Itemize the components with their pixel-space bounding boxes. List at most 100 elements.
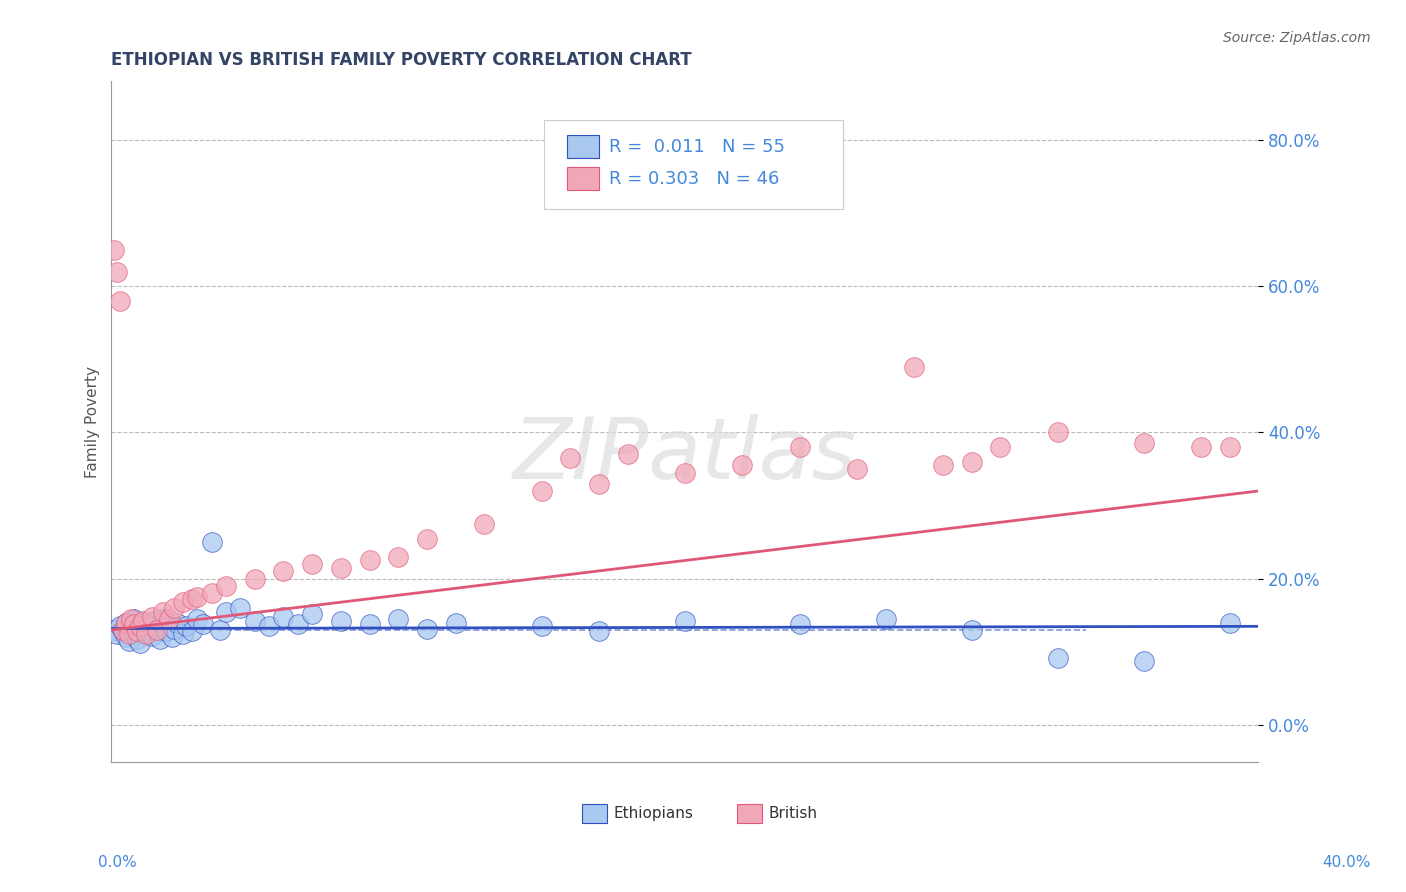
Point <box>146 623 169 637</box>
Text: 40.0%: 40.0% <box>1323 855 1371 870</box>
FancyBboxPatch shape <box>567 135 599 158</box>
Y-axis label: Family Poverty: Family Poverty <box>86 366 100 477</box>
Point <box>114 630 136 644</box>
Point <box>359 617 381 632</box>
Point <box>180 624 202 639</box>
Point <box>990 440 1012 454</box>
Point <box>174 619 197 633</box>
Point <box>201 586 224 600</box>
Point <box>103 623 125 637</box>
Point <box>152 612 174 626</box>
Point <box>359 553 381 567</box>
FancyBboxPatch shape <box>737 804 762 823</box>
Point <box>416 532 439 546</box>
Point <box>329 614 352 628</box>
Point <box>673 466 696 480</box>
Point <box>143 614 166 628</box>
Point <box>1219 440 1241 454</box>
Point <box>186 590 208 604</box>
Point <box>111 623 134 637</box>
Point <box>129 619 152 633</box>
Point <box>789 440 811 454</box>
Text: R = 0.303   N = 46: R = 0.303 N = 46 <box>609 169 779 187</box>
Point <box>387 612 409 626</box>
Point <box>243 614 266 628</box>
Point <box>301 557 323 571</box>
Point <box>444 615 467 630</box>
Point <box>160 630 183 644</box>
Text: R =  0.011   N = 55: R = 0.011 N = 55 <box>609 137 785 156</box>
Point <box>588 624 610 639</box>
Point <box>193 617 215 632</box>
Point <box>616 447 638 461</box>
Point <box>172 626 194 640</box>
Text: 0.0%: 0.0% <box>98 855 138 870</box>
Point <box>1189 440 1212 454</box>
Point <box>731 458 754 473</box>
Point <box>103 243 125 257</box>
Point <box>673 614 696 628</box>
Point <box>135 625 157 640</box>
Point <box>301 607 323 621</box>
FancyBboxPatch shape <box>582 804 607 823</box>
Point <box>960 455 983 469</box>
Point <box>180 592 202 607</box>
Point <box>1132 654 1154 668</box>
Point <box>588 476 610 491</box>
Point <box>201 535 224 549</box>
Point <box>111 624 134 639</box>
Point <box>149 632 172 646</box>
Point <box>117 634 139 648</box>
Point <box>108 619 131 633</box>
Text: British: British <box>769 805 818 821</box>
Point <box>155 624 177 639</box>
Point <box>127 624 149 639</box>
Point <box>875 612 897 626</box>
Point <box>163 601 186 615</box>
Point <box>141 610 163 624</box>
Point <box>105 264 128 278</box>
Point <box>789 617 811 632</box>
Point <box>1219 615 1241 630</box>
Point <box>215 605 238 619</box>
Point <box>114 615 136 630</box>
Point <box>846 462 869 476</box>
Point <box>329 561 352 575</box>
Point <box>186 612 208 626</box>
Point <box>129 636 152 650</box>
Point <box>209 623 232 637</box>
Point <box>117 622 139 636</box>
Point <box>157 612 180 626</box>
Point <box>257 619 280 633</box>
Point <box>172 595 194 609</box>
Point <box>229 601 252 615</box>
Text: ZIPatlas: ZIPatlas <box>513 414 858 497</box>
Point <box>243 572 266 586</box>
Point <box>121 612 143 626</box>
Point <box>387 549 409 564</box>
Point <box>121 617 143 632</box>
Point <box>1046 425 1069 440</box>
Point <box>163 622 186 636</box>
Point <box>273 565 295 579</box>
Point <box>132 615 155 630</box>
Point <box>105 626 128 640</box>
Point <box>273 610 295 624</box>
Point <box>135 626 157 640</box>
Point <box>1046 650 1069 665</box>
Point <box>215 579 238 593</box>
Point <box>124 612 146 626</box>
Point <box>138 619 160 633</box>
Point <box>166 615 188 630</box>
Point <box>117 626 139 640</box>
FancyBboxPatch shape <box>544 120 844 210</box>
Point <box>903 359 925 374</box>
Point <box>932 458 955 473</box>
Point <box>416 622 439 636</box>
Point <box>127 632 149 646</box>
Point <box>530 483 553 498</box>
Point <box>1132 436 1154 450</box>
FancyBboxPatch shape <box>567 167 599 190</box>
Text: Ethiopians: Ethiopians <box>614 805 693 821</box>
Point <box>132 614 155 628</box>
